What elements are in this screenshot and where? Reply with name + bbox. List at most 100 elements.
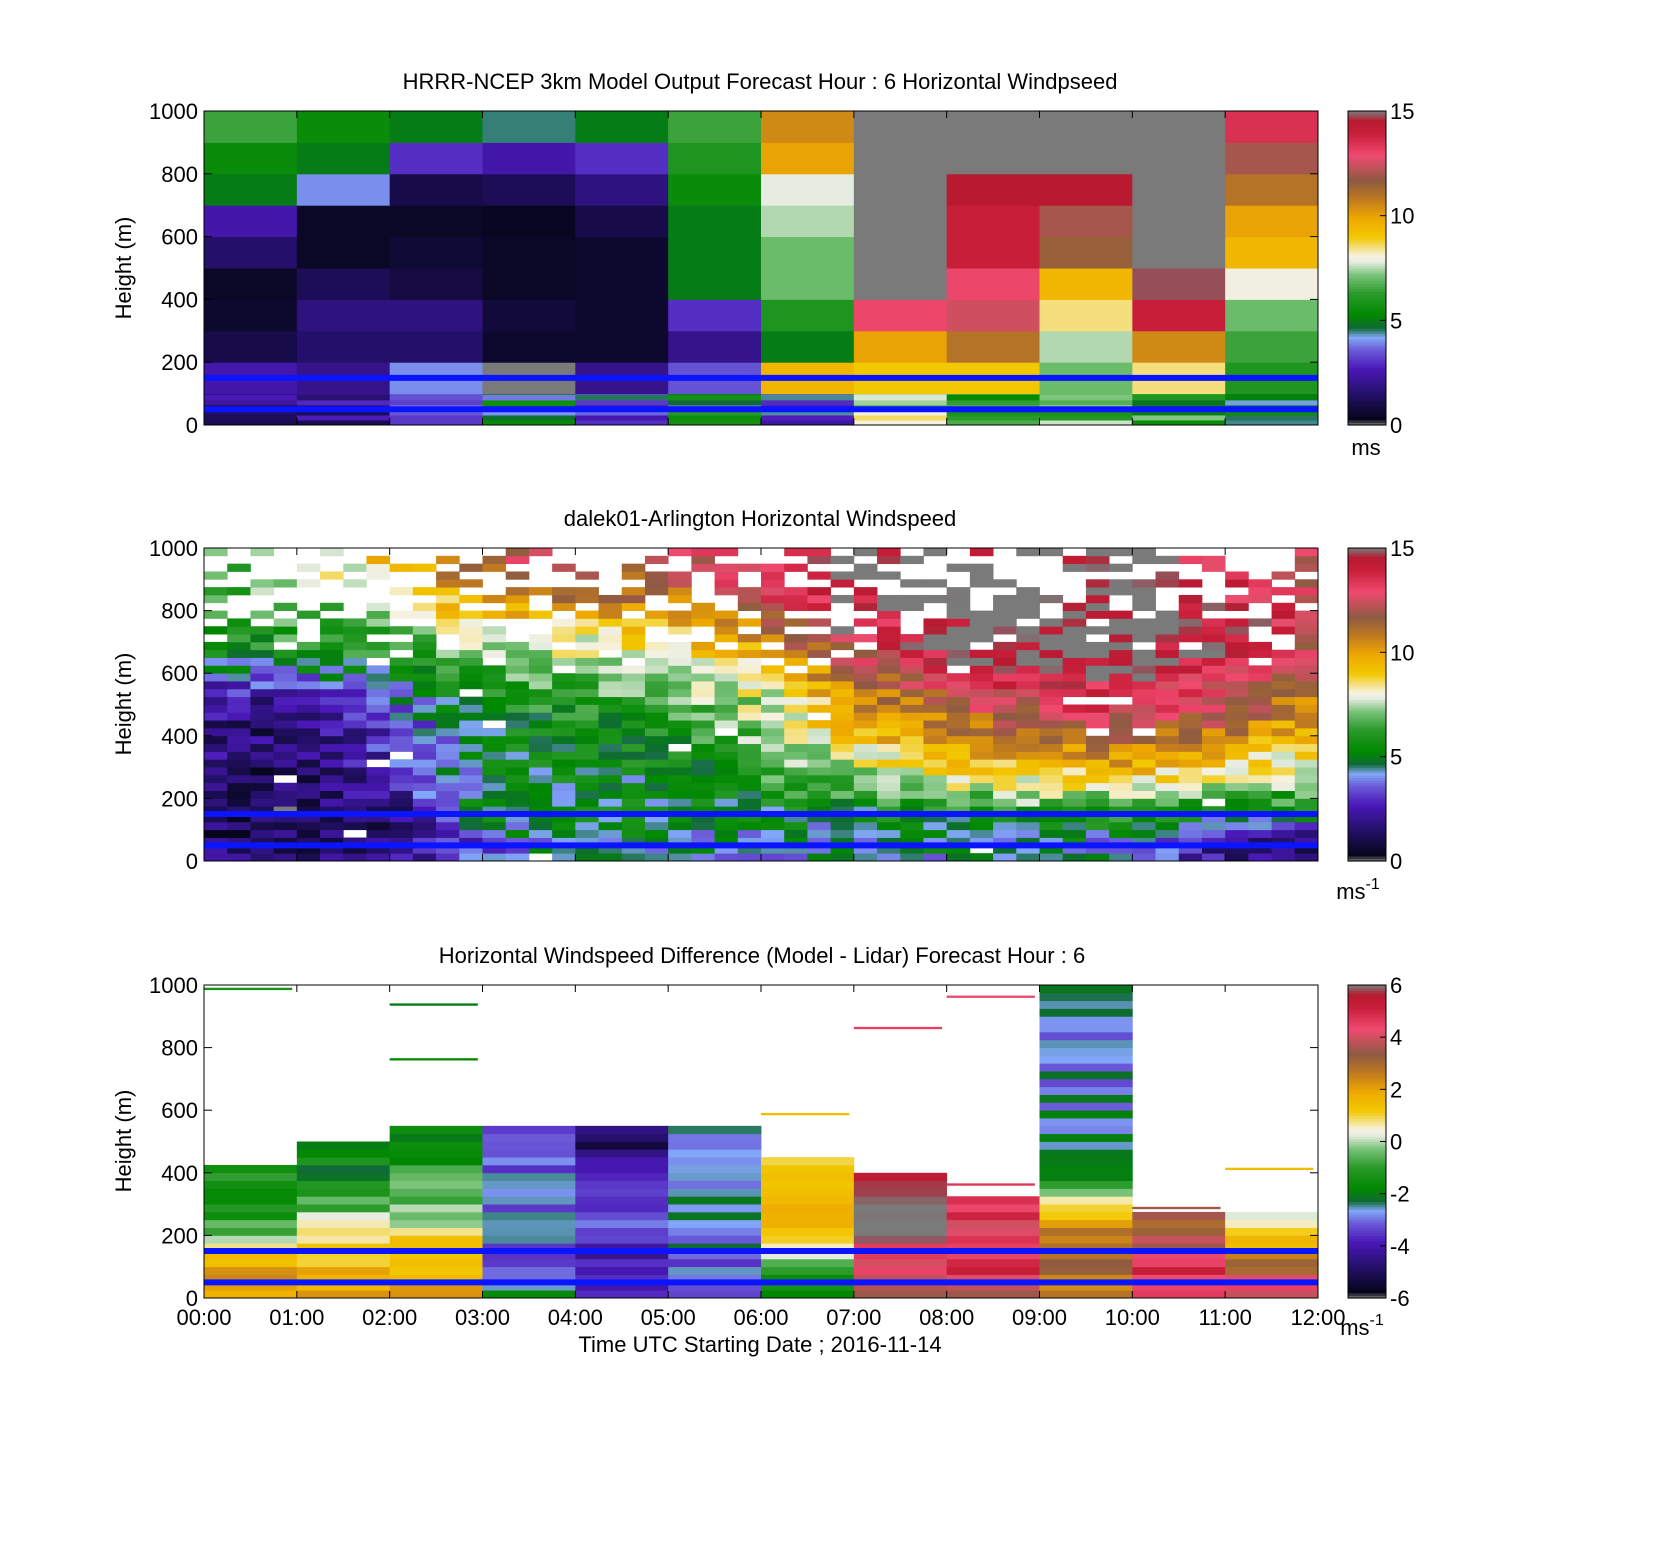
lidar-cell	[552, 673, 576, 682]
colorbar-swatch	[1348, 197, 1386, 201]
colorbar-swatch	[1348, 795, 1386, 799]
lidar-cell	[320, 806, 344, 815]
lidar-cell	[784, 602, 808, 611]
colorbar-swatch	[1348, 173, 1386, 178]
lidar-cell	[1039, 712, 1064, 721]
lidar-cell	[1248, 618, 1272, 627]
lidar-cell	[505, 727, 530, 737]
lidar-cell	[807, 735, 832, 745]
lidar-cell	[1062, 665, 1087, 674]
lidar-cell	[714, 829, 739, 838]
lidar-cell	[1016, 649, 1040, 658]
lidar-cell	[389, 657, 414, 666]
difference-cell	[668, 1164, 762, 1174]
lidar-cell	[621, 712, 646, 721]
lidar-cell	[343, 563, 367, 572]
lidar-cell	[923, 548, 948, 557]
lidar-cell	[482, 767, 507, 776]
colorbar-swatch	[1348, 411, 1386, 416]
lidar-cell	[1248, 735, 1272, 745]
lidar-cell	[598, 602, 623, 611]
colorbar-swatch	[1348, 652, 1386, 656]
lidar-cell	[366, 555, 391, 565]
lidar-cell	[1294, 649, 1319, 658]
lidar-cell	[807, 571, 832, 580]
difference-cell	[946, 1266, 1040, 1275]
difference-cell	[575, 1125, 669, 1135]
lidar-cell	[807, 774, 832, 784]
lidar-cell	[436, 704, 460, 713]
y-tick-label: 1000	[149, 99, 198, 124]
lidar-cell	[900, 579, 924, 588]
colorbar-swatch	[1348, 1071, 1386, 1075]
lidar-cell	[900, 727, 924, 737]
difference-cell	[761, 1172, 855, 1182]
colorbar-swatch	[1348, 1063, 1386, 1067]
lidar-cell	[250, 767, 275, 776]
lidar-cell	[1271, 602, 1296, 611]
lidar-cell	[459, 665, 483, 674]
lidar-cell	[691, 555, 715, 565]
lidar-cell	[1271, 751, 1296, 760]
lidar-cell	[1085, 735, 1110, 745]
lidar-cell	[784, 618, 808, 627]
model-cell	[1132, 299, 1226, 332]
lidar-cell	[1039, 696, 1064, 705]
colorbar-swatch	[1348, 129, 1386, 133]
lidar-cell	[714, 704, 739, 713]
lidar-cell	[552, 626, 576, 635]
model-cell	[204, 399, 298, 406]
colorbar-swatch	[1348, 678, 1386, 682]
lidar-cell	[227, 821, 251, 831]
lidar-cell	[436, 594, 460, 604]
lidar-cell	[784, 688, 808, 698]
lidar-cell	[737, 845, 762, 854]
lidar-cell	[1178, 704, 1203, 713]
colorbar-swatch	[1348, 774, 1386, 779]
lidar-cell	[714, 767, 739, 776]
difference-cell	[853, 1274, 948, 1283]
difference-cell	[389, 1188, 483, 1197]
lidar-cell	[273, 821, 298, 831]
lidar-cell	[807, 767, 832, 776]
lidar-cell	[389, 720, 414, 729]
lidar-cell	[482, 649, 507, 658]
difference-cell	[1039, 1219, 1133, 1228]
lidar-cell	[343, 774, 367, 784]
lidar-cell	[1178, 751, 1203, 760]
lidar-cell	[737, 594, 762, 604]
colorbar-swatch	[1348, 722, 1386, 726]
colorbar-swatch	[1348, 1044, 1386, 1049]
difference-cell	[946, 1183, 1035, 1186]
lidar-cell	[575, 821, 599, 831]
lidar-cell	[528, 688, 553, 698]
lidar-cell	[204, 681, 228, 690]
lidar-cell	[1271, 806, 1296, 815]
colorbar-swatch	[1348, 704, 1386, 708]
model-cell	[204, 236, 298, 269]
lidar-cell	[900, 602, 924, 611]
lidar-cell	[993, 845, 1017, 854]
lidar-cell	[1062, 602, 1087, 611]
lidar-cell	[296, 751, 321, 760]
lidar-cell	[1248, 853, 1272, 862]
lidar-cell	[320, 743, 344, 752]
lidar-cell	[505, 814, 530, 823]
difference-cell	[296, 1211, 391, 1221]
lidar-cell	[1132, 594, 1156, 604]
lidar-cell	[761, 618, 785, 627]
lidar-cell	[412, 845, 437, 854]
difference-cell	[668, 1235, 762, 1244]
colorbar-swatch	[1348, 393, 1386, 397]
lidar-cell	[1248, 641, 1272, 651]
lidar-cell	[296, 579, 321, 588]
lidar-cell	[366, 610, 391, 619]
lidar-cell	[900, 696, 924, 705]
lidar-cell	[1085, 626, 1110, 635]
lidar-cell	[900, 649, 924, 658]
lidar-cell	[784, 814, 808, 823]
lidar-cell	[969, 696, 994, 705]
colorbar-swatch	[1348, 756, 1386, 760]
lidar-cell	[1062, 821, 1087, 831]
lidar-cell	[273, 759, 298, 768]
